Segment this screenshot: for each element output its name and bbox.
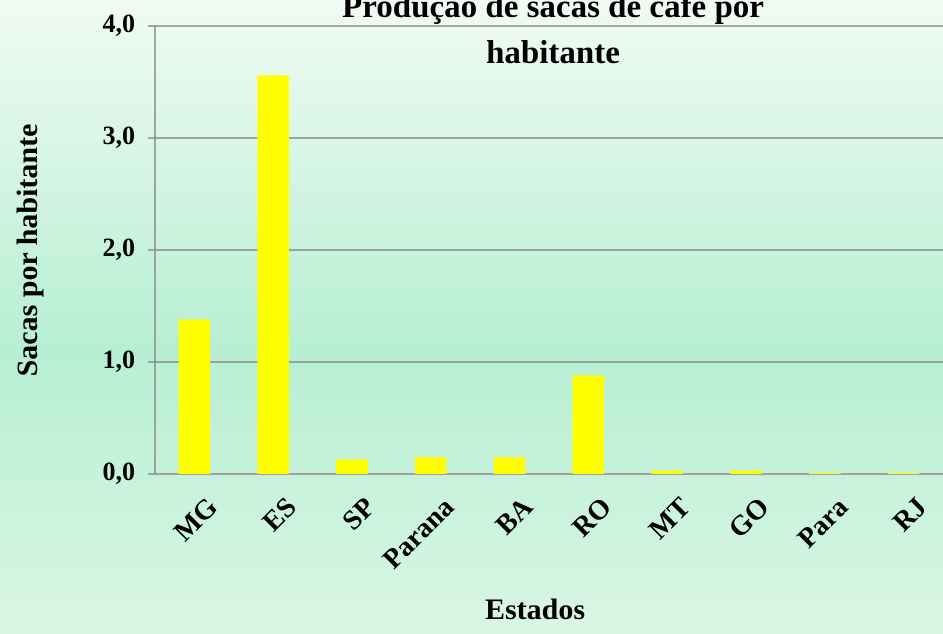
x-tick-label: ES <box>257 492 303 538</box>
x-axis-title: Estados <box>485 593 585 626</box>
bar <box>572 375 605 474</box>
bar <box>257 75 289 474</box>
bar <box>493 457 526 474</box>
x-tick-label: MT <box>643 491 697 545</box>
y-tick-label: 3,0 <box>103 121 136 150</box>
bar <box>809 472 841 474</box>
chart-title: Produção de sacas de café por habitante <box>342 0 764 71</box>
bar <box>336 459 368 474</box>
y-tick-label: 1,0 <box>103 345 136 374</box>
x-tick-label: RJ <box>887 492 933 538</box>
bar <box>887 472 920 474</box>
bar <box>730 470 762 474</box>
bar <box>651 470 683 474</box>
y-tick-label: 0,0 <box>103 457 136 486</box>
y-tick-label: 2,0 <box>103 233 136 262</box>
x-tick-label: MG <box>168 491 224 547</box>
x-tick-label: BA <box>490 491 540 541</box>
y-tick-label: 4,0 <box>103 9 136 38</box>
x-tick-label: Parana <box>377 492 461 576</box>
bar <box>415 457 447 474</box>
x-tick-label: GO <box>723 492 776 545</box>
x-tick-label: Para <box>792 492 855 555</box>
y-axis-title: Sacas por habitante <box>11 124 44 377</box>
bar <box>178 319 211 474</box>
x-tick-label: SP <box>336 492 381 537</box>
x-tick-label: RO <box>566 492 618 544</box>
